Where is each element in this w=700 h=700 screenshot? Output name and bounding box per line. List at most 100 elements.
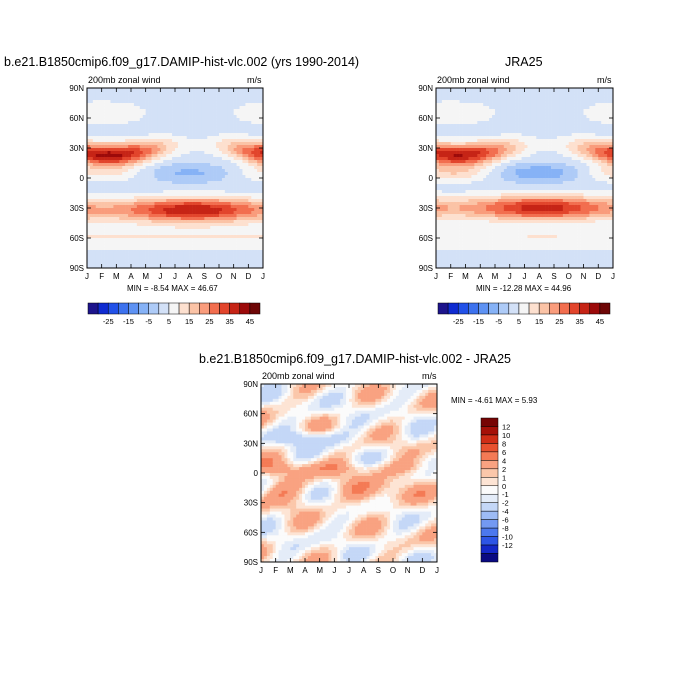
jra25-cell	[495, 130, 499, 134]
jra25-cell	[489, 241, 493, 245]
model-cell	[177, 262, 182, 266]
model-cell	[180, 163, 185, 167]
model-cell	[151, 190, 155, 194]
model-cell	[166, 118, 170, 122]
jra25-cell	[465, 181, 469, 185]
model-cell	[92, 208, 97, 212]
model-cell	[242, 97, 246, 101]
model-cell	[104, 163, 108, 167]
jra25-cell	[477, 160, 481, 164]
jra25-cell	[497, 199, 502, 203]
model-cell	[236, 124, 240, 128]
jra25-cell	[459, 88, 463, 92]
model-cell	[201, 136, 205, 140]
model-cell	[142, 226, 146, 230]
model-cell	[233, 169, 237, 173]
model-cell	[213, 169, 217, 173]
model-cell	[195, 154, 199, 158]
model-cell	[128, 139, 132, 143]
model-cell	[254, 256, 258, 260]
model-cell	[239, 133, 243, 137]
jra25-cell	[497, 160, 502, 164]
model-cell	[198, 166, 202, 170]
model-cell	[216, 253, 220, 257]
jra25-cell	[483, 148, 487, 152]
model-cell	[221, 136, 226, 140]
model-cell	[113, 115, 117, 119]
model-cell	[160, 241, 164, 245]
model-cell	[248, 214, 252, 218]
jra25-cell	[489, 148, 493, 152]
model-xtick-label: J	[158, 272, 162, 281]
model-cell	[122, 97, 126, 101]
jra25-cell	[483, 265, 487, 269]
model-cell	[245, 244, 249, 248]
model-cell	[204, 130, 208, 134]
model-cell	[92, 214, 97, 218]
model-cell	[175, 184, 179, 188]
jra25-cell	[456, 259, 460, 263]
model-cell	[125, 208, 129, 212]
model-cell	[216, 88, 220, 92]
model-cell	[216, 205, 220, 209]
model-cell	[210, 127, 214, 131]
model-cell	[260, 226, 264, 230]
model-cell	[186, 202, 190, 206]
model-cell	[192, 175, 196, 179]
model-cell	[87, 196, 91, 200]
model-cell	[142, 103, 146, 107]
model-cell	[125, 244, 129, 248]
model-cell	[248, 211, 252, 215]
jra25-cell	[477, 112, 481, 116]
model-cell	[186, 241, 190, 245]
jra25-cell	[495, 211, 499, 215]
jra25-cell	[468, 229, 472, 233]
model-cell	[230, 157, 234, 161]
model-cell	[107, 133, 111, 137]
model-cell	[210, 106, 214, 110]
model-cell	[101, 250, 105, 254]
model-cell	[210, 112, 214, 116]
model-cell	[189, 127, 193, 131]
model-cell	[154, 250, 158, 254]
jra25-cell	[474, 97, 478, 101]
model-cell	[128, 109, 132, 113]
model-cell	[107, 154, 111, 158]
model-cell	[160, 229, 164, 233]
model-cell	[180, 184, 185, 188]
jra25-cell	[495, 187, 499, 191]
jra25-cell	[447, 232, 452, 236]
jra25-cell	[468, 223, 472, 227]
jra25-cell	[489, 202, 493, 206]
jra25-cell	[438, 187, 443, 191]
jra25-cell	[456, 172, 460, 176]
model-cell	[169, 112, 173, 116]
jra25-cell	[441, 217, 446, 221]
model-cell	[119, 136, 123, 140]
model-cell	[122, 127, 126, 131]
model-cell	[87, 238, 91, 242]
model-cell	[154, 94, 158, 98]
model-cell	[248, 256, 252, 260]
jra25-cell	[456, 118, 460, 122]
model-cell	[95, 160, 100, 164]
model-cell	[110, 157, 114, 161]
model-cell	[175, 127, 179, 131]
model-cell	[186, 205, 190, 209]
model-cell	[119, 175, 123, 179]
jra25-cell	[477, 139, 481, 143]
model-cell	[98, 97, 102, 101]
model-cell	[139, 220, 144, 224]
model-cell	[186, 181, 190, 185]
jra25-cell	[486, 229, 490, 233]
model-cell	[177, 265, 182, 269]
model-cell	[195, 100, 199, 104]
model-cell	[166, 127, 170, 131]
model-cell	[101, 115, 105, 119]
model-cell	[136, 244, 141, 248]
model-cell	[125, 262, 129, 266]
model-xtick-label: F	[99, 272, 104, 281]
jra25-cell	[441, 130, 446, 134]
jra25-cell	[444, 196, 449, 200]
jra25-cell	[447, 199, 452, 203]
